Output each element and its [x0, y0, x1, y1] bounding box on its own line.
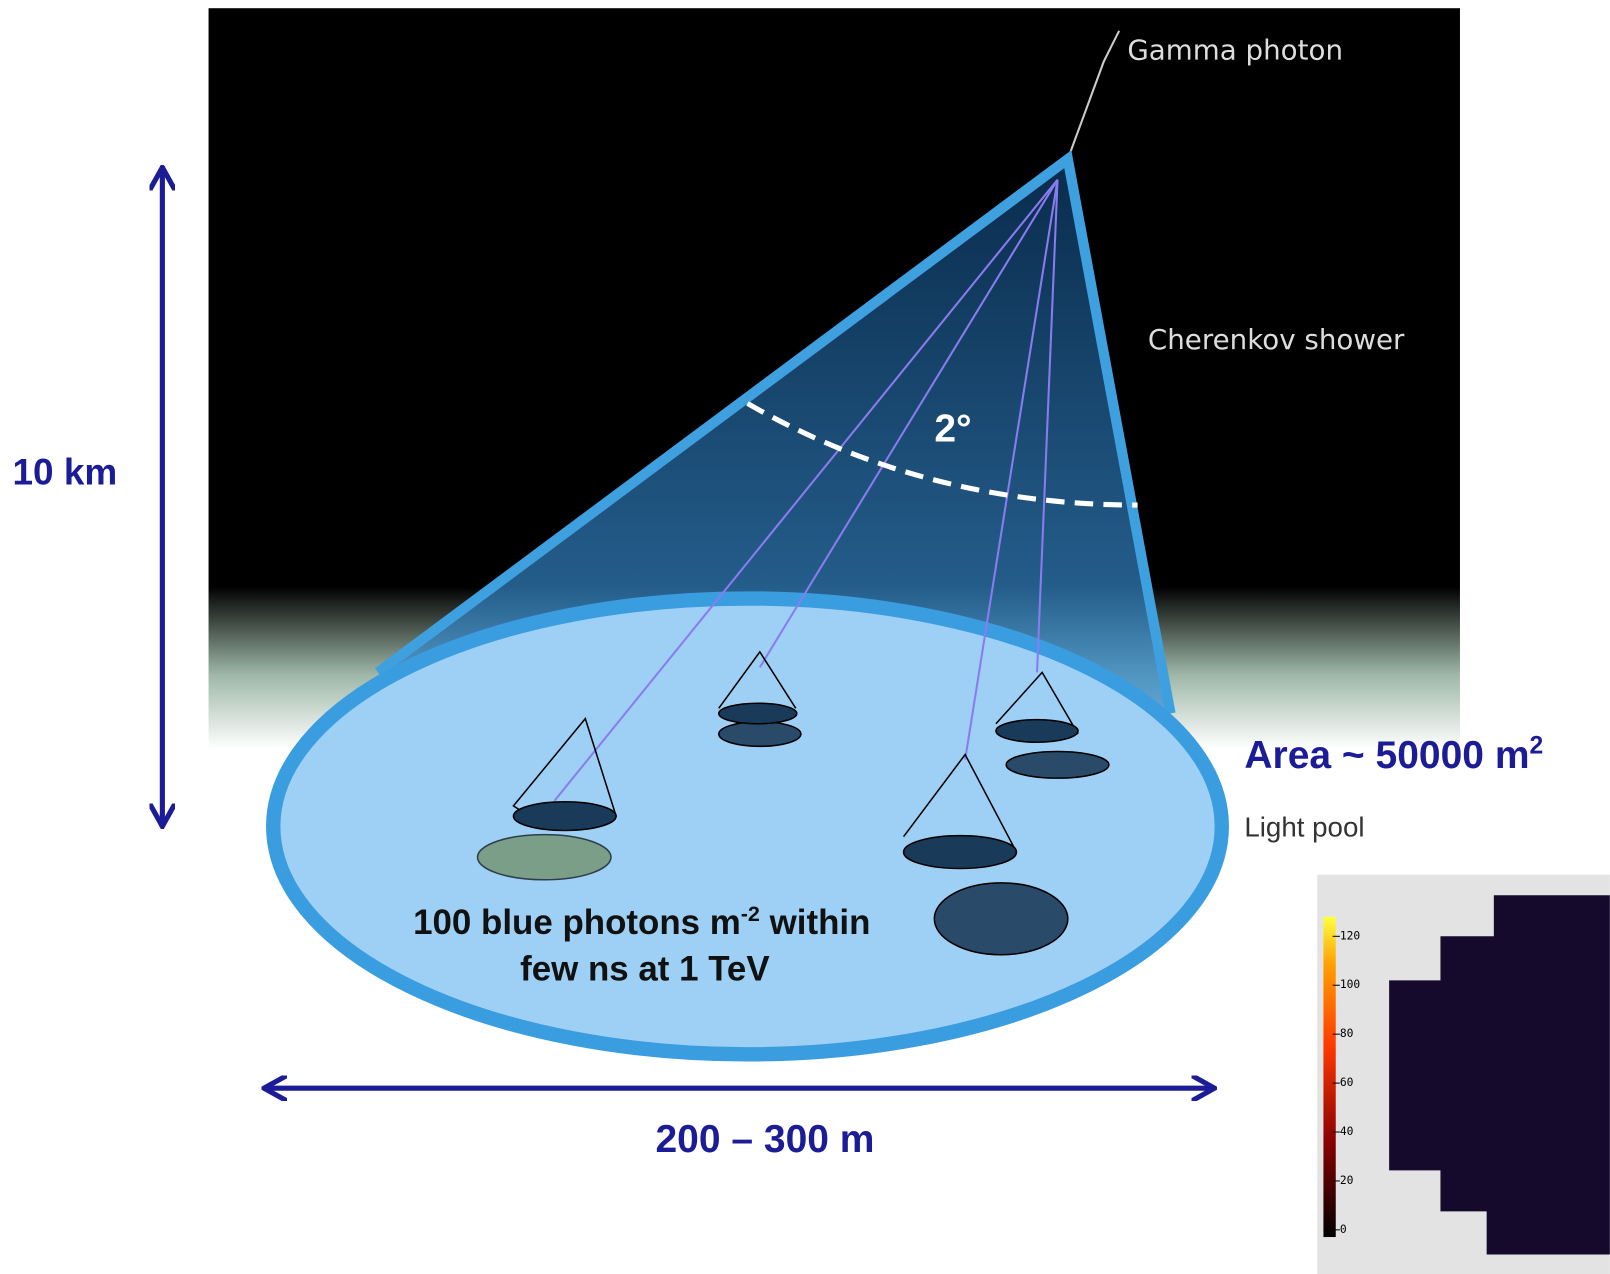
- colorbar-tick-label: 120: [1340, 929, 1361, 942]
- photons-sup: -2: [741, 901, 760, 926]
- colorbar-tick-label: 60: [1340, 1076, 1354, 1089]
- telescopes: [476, 650, 1110, 956]
- colorbar-tick-label: 80: [1340, 1027, 1354, 1040]
- area-sup: 2: [1530, 733, 1544, 760]
- area-label: Area ~ 50000 m2: [1244, 733, 1543, 777]
- camera-pixels: [1389, 895, 1610, 1255]
- shower-label: Cherenkov shower: [1148, 323, 1405, 356]
- colorbar-tick-label: 100: [1340, 978, 1361, 991]
- light-rays: [553, 179, 1059, 802]
- colorbar-tick-label: 20: [1340, 1174, 1354, 1187]
- angle-arc: [746, 401, 1138, 508]
- colorbar: [1323, 916, 1336, 1238]
- height-label: 10 km: [12, 452, 117, 493]
- photons-text: 100 blue photons m: [413, 903, 741, 942]
- pool-label: Light pool: [1244, 812, 1364, 843]
- gamma-track: [1066, 30, 1121, 160]
- photons-label: 100 blue photons m-2 within: [413, 901, 870, 942]
- gamma-label: Gamma photon: [1127, 34, 1343, 67]
- photons-line2: few ns at 1 TeV: [520, 949, 770, 988]
- camera-display: 0 20 40 60 80 100 120: [1317, 874, 1610, 1274]
- angle-label: 2°: [934, 407, 971, 450]
- colorbar-tick-label: 0: [1340, 1223, 1347, 1236]
- colorbar-tick-label: 40: [1340, 1125, 1354, 1138]
- photons-rest: within: [760, 903, 870, 942]
- cone-edge: [374, 150, 1176, 715]
- cone: [377, 159, 1171, 714]
- width-label: 200 – 300 m: [655, 1118, 874, 1161]
- area-text: Area ~ 50000 m: [1244, 734, 1529, 777]
